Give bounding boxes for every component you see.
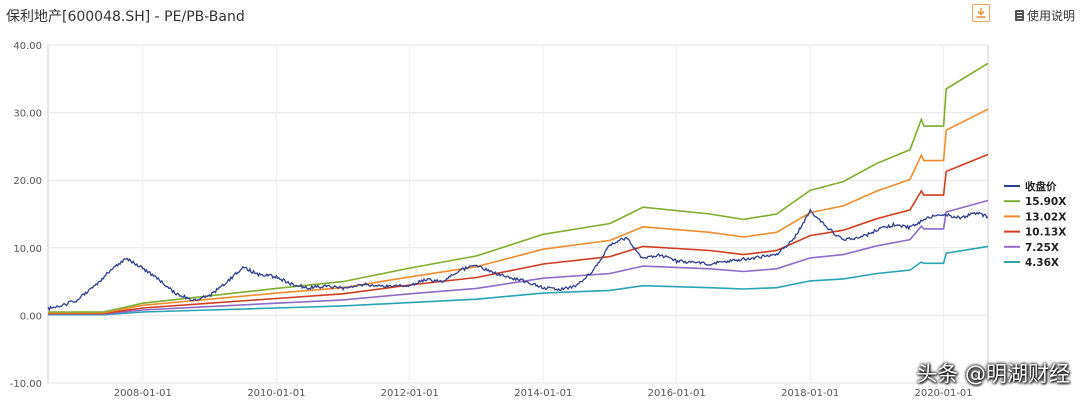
legend-label: 4.36X <box>1025 257 1059 269</box>
document-icon <box>1015 10 1024 21</box>
legend-label: 7.25X <box>1025 242 1059 254</box>
legend-label: 收盘价 <box>1025 180 1057 193</box>
download-icon <box>976 8 986 18</box>
series-line <box>48 62 989 313</box>
x-tick-label: 2020-01-01 <box>915 388 973 399</box>
plot-area <box>47 44 989 384</box>
help-link[interactable]: 使用说明 <box>1015 7 1075 24</box>
download-button[interactable] <box>972 4 990 22</box>
chart-title: 保利地产[600048.SH] - PE/PB-Band <box>6 9 245 25</box>
x-tick-label: 2008-01-01 <box>114 388 172 399</box>
chart-header: 保利地产[600048.SH] - PE/PB-Band 使用说明 <box>0 0 1080 30</box>
x-tick-label: 2010-01-01 <box>247 388 305 399</box>
watermark: 头条 @明湖财经 <box>916 362 1070 386</box>
y-tick-label: -10.00 <box>10 379 42 390</box>
series-line <box>47 208 989 312</box>
series-line <box>48 245 989 316</box>
y-tick-label: 10.00 <box>13 244 42 255</box>
y-tick-label: 30.00 <box>13 109 42 120</box>
y-tick-label: 40.00 <box>13 41 42 52</box>
legend-label: 10.13X <box>1025 227 1066 239</box>
x-tick-label: 2018-01-01 <box>781 388 839 399</box>
x-tick-label: 2016-01-01 <box>648 388 706 399</box>
x-tick-label: 2014-01-01 <box>514 388 572 399</box>
series-line <box>48 153 989 315</box>
y-tick-label: 0.00 <box>20 311 42 322</box>
series-line <box>48 108 989 314</box>
x-tick-label: 2012-01-01 <box>381 388 439 399</box>
legend-label: 13.02X <box>1025 211 1066 223</box>
help-label: 使用说明 <box>1027 9 1076 23</box>
legend-label: 15.90X <box>1025 196 1066 208</box>
y-tick-label: 20.00 <box>13 176 42 187</box>
series-line <box>48 199 989 315</box>
